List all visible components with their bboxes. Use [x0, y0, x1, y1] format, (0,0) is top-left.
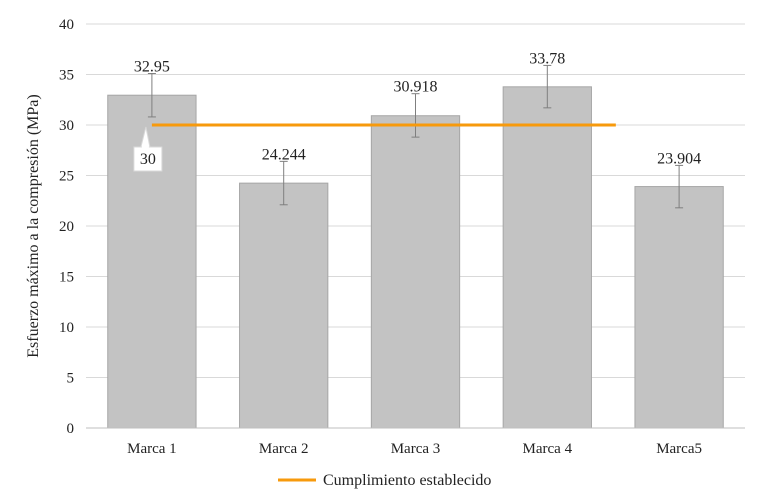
x-axis-ticks: Marca 1 Marca 2 Marca 3 Marca 4 Marca5 — [127, 441, 702, 457]
reference-callout-box — [133, 146, 163, 172]
y-tick-label: 0 — [67, 421, 75, 437]
bar — [239, 182, 329, 429]
data-label: 23.904 — [657, 150, 701, 167]
y-axis-ticks: 0 5 10 15 20 25 30 35 40 — [59, 17, 74, 437]
data-labels: 32.95 24.244 30.918 33.78 23.904 — [134, 50, 701, 167]
y-tick-label: 10 — [59, 320, 74, 336]
x-tick-label: Marca5 — [656, 441, 702, 457]
data-label: 32.95 — [134, 58, 170, 75]
bar — [370, 115, 461, 429]
x-tick-label: Marca 3 — [391, 441, 441, 457]
x-tick-label: Marca 2 — [259, 441, 309, 457]
bars — [107, 86, 724, 429]
legend: Cumplimiento establecido — [278, 472, 491, 489]
y-tick-label: 35 — [59, 68, 74, 84]
y-tick-label: 5 — [67, 371, 75, 387]
x-tick-label: Marca 4 — [523, 441, 573, 457]
reference-line-label: 30 — [140, 151, 156, 168]
y-tick-label: 30 — [59, 118, 74, 134]
error-bars — [147, 64, 684, 209]
bar — [107, 94, 197, 429]
bar — [502, 86, 592, 429]
bar — [634, 186, 724, 429]
reference-line-group: 30 — [133, 123, 616, 172]
y-tick-label: 40 — [59, 17, 74, 33]
y-tick-label: 15 — [59, 270, 74, 286]
y-tick-label: 25 — [59, 169, 74, 185]
data-label: 33.78 — [529, 50, 565, 67]
data-label: 30.918 — [394, 79, 438, 96]
x-tick-label: Marca 1 — [127, 441, 177, 457]
y-tick-label: 20 — [59, 219, 74, 235]
legend-label: Cumplimiento establecido — [323, 472, 491, 489]
data-label: 24.244 — [262, 146, 306, 163]
y-axis-title: Esfuerzo máximo a la compresión (MPa) — [25, 94, 42, 357]
